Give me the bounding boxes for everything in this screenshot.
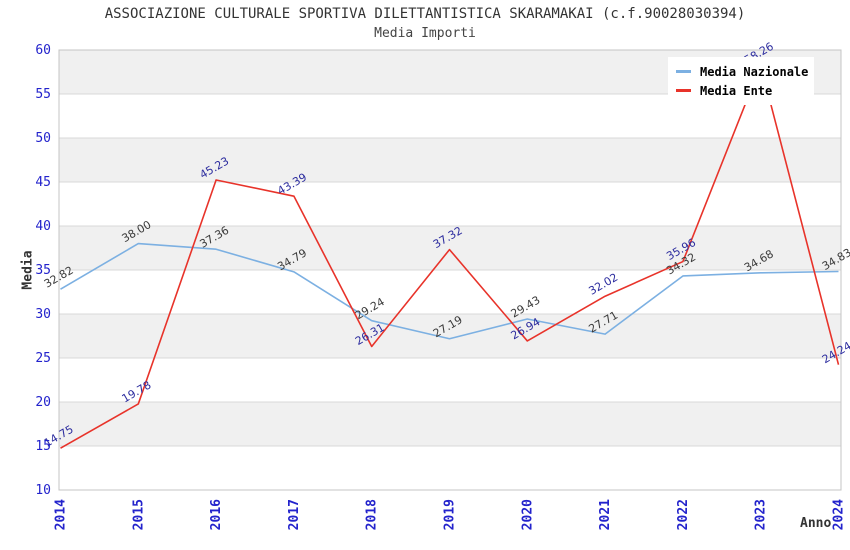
- chart-legend: Media Nazionale Media Ente: [668, 57, 814, 105]
- legend-item-media-ente: Media Ente: [676, 81, 806, 100]
- y-tick-label: 10: [35, 483, 51, 498]
- data-point-label: 19.78: [120, 378, 154, 405]
- y-tick-label: 25: [35, 351, 51, 366]
- x-tick-label: 2024: [832, 499, 847, 530]
- y-tick-label: 50: [35, 131, 51, 146]
- plot-bands: [59, 50, 841, 446]
- y-tick-label: 60: [35, 43, 51, 58]
- media-ente-line-swatch-icon: [676, 89, 691, 92]
- x-tick-label: 2018: [365, 499, 380, 530]
- chart-title: ASSOCIAZIONE CULTURALE SPORTIVA DILETTAN…: [104, 6, 746, 22]
- y-tick-label: 30: [35, 307, 51, 322]
- x-tick-label: 2015: [131, 499, 146, 530]
- x-tick-label: 2016: [209, 499, 224, 530]
- chart-subtitle: Media Importi: [374, 26, 476, 41]
- x-tick-label: 2021: [598, 499, 613, 530]
- x-tick-label: 2022: [676, 499, 691, 530]
- y-tick-label: 35: [35, 263, 51, 278]
- media-nazionale-line-swatch-icon: [676, 70, 691, 73]
- x-tick-label: 2014: [54, 499, 69, 530]
- x-tick-label: 2023: [754, 499, 769, 530]
- y-tick-label: 45: [35, 175, 51, 190]
- y-tick-label: 55: [35, 87, 51, 102]
- y-axis-title: Media: [20, 250, 36, 290]
- y-tick-labels: 10 15 20 25 30 35 40 45 50 55 60: [35, 43, 51, 498]
- series-line-media-nazionale: [60, 242, 839, 340]
- x-axis-title: Anno: [800, 516, 832, 531]
- y-tick-label: 15: [35, 439, 51, 454]
- x-tick-label: 2019: [443, 499, 458, 530]
- plot-border: [58, 49, 842, 491]
- legend-item-media-nazionale: Media Nazionale: [676, 62, 809, 81]
- y-tick-label: 20: [35, 395, 51, 410]
- y-tick-label: 40: [35, 219, 51, 234]
- legend-label: Media Ente: [700, 83, 773, 98]
- legend-label: Media Nazionale: [700, 64, 809, 79]
- x-tick-label: 2017: [287, 499, 302, 530]
- x-tick-labels: 2014 2015 2016 2017 2018 2019 2020 2021 2022 2023…: [54, 499, 847, 530]
- series-line-media-ente: [60, 64, 840, 449]
- data-point-label: 32.02: [586, 271, 620, 298]
- x-tick-label: 2020: [520, 499, 535, 530]
